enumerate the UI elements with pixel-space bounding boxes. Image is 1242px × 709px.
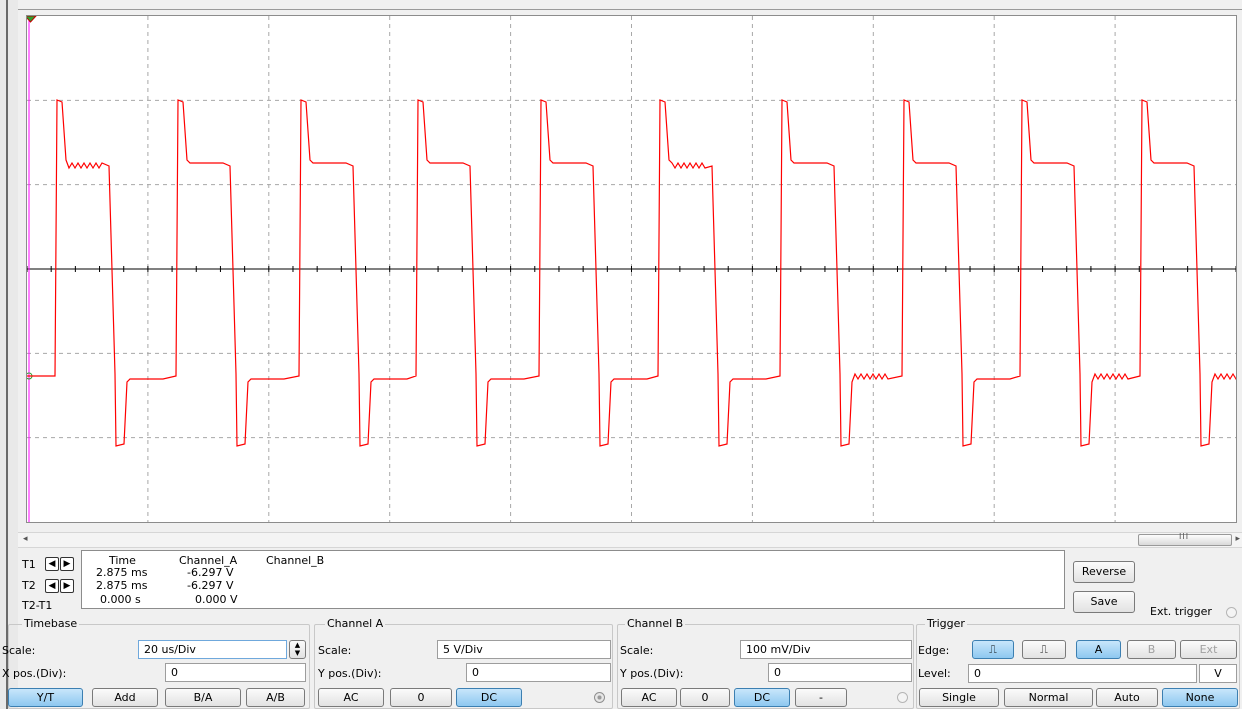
timebase-scale-label: Scale: — [2, 644, 35, 657]
ext-trigger-radio[interactable] — [1226, 607, 1237, 618]
channel-a-dc-button[interactable]: DC — [456, 688, 522, 707]
t1-right-arrow-icon[interactable]: ▶ — [60, 557, 74, 571]
scroll-left-icon[interactable]: ◂ — [23, 534, 28, 544]
trigger-title: Trigger — [925, 617, 967, 630]
t2-left-arrow-icon[interactable]: ◀ — [45, 579, 59, 593]
t1-left-arrow-icon[interactable]: ◀ — [45, 557, 59, 571]
t2-time-value: 2.875 ms — [96, 579, 147, 592]
channel-b-zero-button[interactable]: 0 — [680, 688, 730, 707]
trigger-source-a-button[interactable]: A — [1076, 640, 1121, 659]
channel-a-title: Channel A — [325, 617, 385, 630]
ext-trigger-label: Ext. trigger — [1150, 605, 1212, 618]
timebase-title: Timebase — [22, 617, 79, 630]
timebase-scale-field[interactable]: 20 us/Div — [138, 640, 287, 659]
trigger-level-unit[interactable]: V — [1199, 664, 1237, 683]
t1-label: T1 — [22, 558, 36, 571]
channel-b-header: Channel_B — [266, 554, 324, 567]
timebase-scale-spinner[interactable]: ▲ ▼ — [289, 640, 306, 659]
falling-edge-icon: ⎍ — [989, 643, 997, 656]
trigger-edge-label: Edge: — [918, 644, 949, 657]
t2-right-arrow-icon[interactable]: ▶ — [60, 579, 74, 593]
channel-b-ypos-field[interactable]: 0 — [768, 663, 912, 682]
timebase-xpos-label: X pos.(Div): — [2, 667, 66, 680]
t2-channel-a-value: -6.297 V — [187, 579, 233, 592]
spin-up-icon[interactable]: ▲ — [295, 641, 300, 649]
channel-a-scale-label: Scale: — [318, 644, 351, 657]
trigger-level-field[interactable]: 0 — [968, 664, 1197, 683]
rising-edge-icon: ⎍ — [1040, 643, 1048, 656]
trigger-source-ext-button[interactable]: Ext — [1180, 640, 1237, 659]
channel-b-ac-button[interactable]: AC — [621, 688, 677, 707]
horizontal-scrollbar[interactable]: ◂ III ▸ — [18, 532, 1242, 548]
trigger-none-button[interactable]: None — [1162, 688, 1238, 707]
channel-a-ypos-field[interactable]: 0 — [466, 663, 611, 682]
cursor-readout: Time Channel_A Channel_B 2.875 ms -6.297… — [81, 550, 1065, 609]
scroll-right-icon[interactable]: ▸ — [1235, 534, 1240, 544]
trigger-falling-edge-button[interactable]: ⎍ — [972, 640, 1014, 659]
waveform-display — [27, 16, 1236, 522]
t2-label: T2 — [22, 579, 36, 592]
channel-b-invert-button[interactable]: - — [795, 688, 847, 707]
trigger-auto-button[interactable]: Auto — [1096, 688, 1158, 707]
scrollbar-grip: III — [1179, 532, 1189, 541]
t2-t1-label: T2-T1 — [22, 599, 52, 612]
channel-b-dc-button[interactable]: DC — [734, 688, 790, 707]
trigger-single-button[interactable]: Single — [919, 688, 999, 707]
channel-a-scale-field[interactable]: 5 V/Div — [437, 640, 611, 659]
reverse-button[interactable]: Reverse — [1073, 561, 1135, 583]
timebase-mode-yt-button[interactable]: Y/T — [8, 688, 83, 707]
timebase-mode-ab-button[interactable]: A/B — [246, 688, 305, 707]
scrollbar-thumb[interactable]: III — [1138, 534, 1232, 546]
channel-b-scale-label: Scale: — [620, 644, 653, 657]
trigger-normal-button[interactable]: Normal — [1004, 688, 1093, 707]
channel-b-radio[interactable] — [897, 692, 908, 703]
channel-b-title: Channel B — [625, 617, 685, 630]
t2-t1-time-value: 0.000 s — [100, 593, 141, 606]
timebase-mode-ba-button[interactable]: B/A — [165, 688, 241, 707]
channel-a-radio[interactable] — [594, 692, 605, 703]
spin-down-icon[interactable]: ▼ — [295, 649, 300, 657]
save-button[interactable]: Save — [1073, 591, 1135, 613]
trigger-source-b-button[interactable]: B — [1127, 640, 1176, 659]
channel-a-ac-button[interactable]: AC — [318, 688, 384, 707]
trigger-level-label: Level: — [918, 667, 951, 680]
oscilloscope-screen — [26, 15, 1237, 523]
trigger-rising-edge-button[interactable]: ⎍ — [1022, 640, 1066, 659]
t2-t1-channel-a-value: 0.000 V — [195, 593, 238, 606]
channel-a-zero-button[interactable]: 0 — [390, 688, 452, 707]
channel-b-scale-field[interactable]: 100 mV/Div — [740, 640, 912, 659]
timebase-mode-add-button[interactable]: Add — [92, 688, 158, 707]
t1-time-value: 2.875 ms — [96, 566, 147, 579]
channel-b-ypos-label: Y pos.(Div): — [620, 667, 683, 680]
cursor-marker-icon — [27, 16, 36, 22]
t1-channel-a-value: -6.297 V — [187, 566, 233, 579]
channel-a-ypos-label: Y pos.(Div): — [318, 667, 381, 680]
timebase-xpos-field[interactable]: 0 — [165, 663, 306, 682]
window-left-border — [0, 0, 18, 709]
